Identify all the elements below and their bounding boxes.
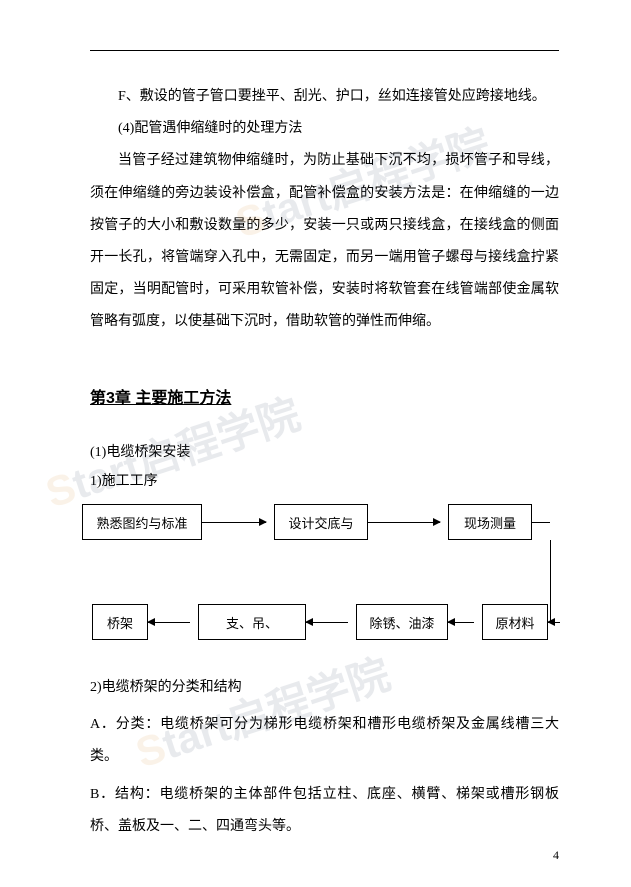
flow-box-6: 除锈、油漆 bbox=[356, 604, 448, 640]
conn-h-top bbox=[532, 522, 550, 523]
section-1: (1)电缆桥架安装 bbox=[90, 438, 559, 467]
flow-box-1: 熟悉图约与标准 bbox=[82, 504, 202, 540]
arrow-2-3 bbox=[368, 522, 440, 523]
arrow-7-6 bbox=[448, 622, 474, 623]
paragraph-body: 当管子经过建筑物伸缩缝时，为防止基础下沉不均，损坏管子和导线，须在伸缩缝的旁边装… bbox=[90, 145, 559, 338]
flow-box-4: 桥架 bbox=[92, 604, 148, 640]
flow-box-7: 原材料 bbox=[482, 604, 548, 640]
paragraph-f: F、敷设的管子管口要挫平、刮光、护口，丝如连接管处应跨接地线。 bbox=[90, 81, 559, 113]
section-a: A．分类：电缆桥架可分为梯形电缆桥架和槽形电缆桥架及金属线槽三大类。 bbox=[90, 709, 559, 773]
page-number: 4 bbox=[553, 848, 559, 863]
paragraph-4: (4)配管遇伸缩缝时的处理方法 bbox=[90, 113, 559, 145]
conn-v bbox=[550, 540, 551, 622]
section-1-1: 1)施工工序 bbox=[90, 467, 559, 496]
chapter-title: 第3章 主要施工方法 bbox=[90, 384, 559, 408]
section-b: B．结构：电缆桥架的主体部件包括立柱、底座、横臂、梯架或槽形钢板桥、盖板及一、二… bbox=[90, 779, 559, 843]
arrow-6-5 bbox=[306, 622, 348, 623]
section-2: 2)电缆桥架的分类和结构 bbox=[90, 673, 559, 702]
flowchart: 熟悉图约与标准 设计交底与 现场测量 桥架 支、吊、 除锈、油漆 原材料 bbox=[90, 504, 559, 669]
flow-box-3: 现场测量 bbox=[448, 504, 532, 540]
arrow-1-2 bbox=[202, 522, 266, 523]
arrow-5-4 bbox=[148, 622, 190, 623]
conn-h-bot bbox=[548, 622, 560, 623]
flow-box-5: 支、吊、 bbox=[198, 604, 306, 640]
top-rule bbox=[90, 50, 559, 51]
flow-box-2: 设计交底与 bbox=[274, 504, 368, 540]
